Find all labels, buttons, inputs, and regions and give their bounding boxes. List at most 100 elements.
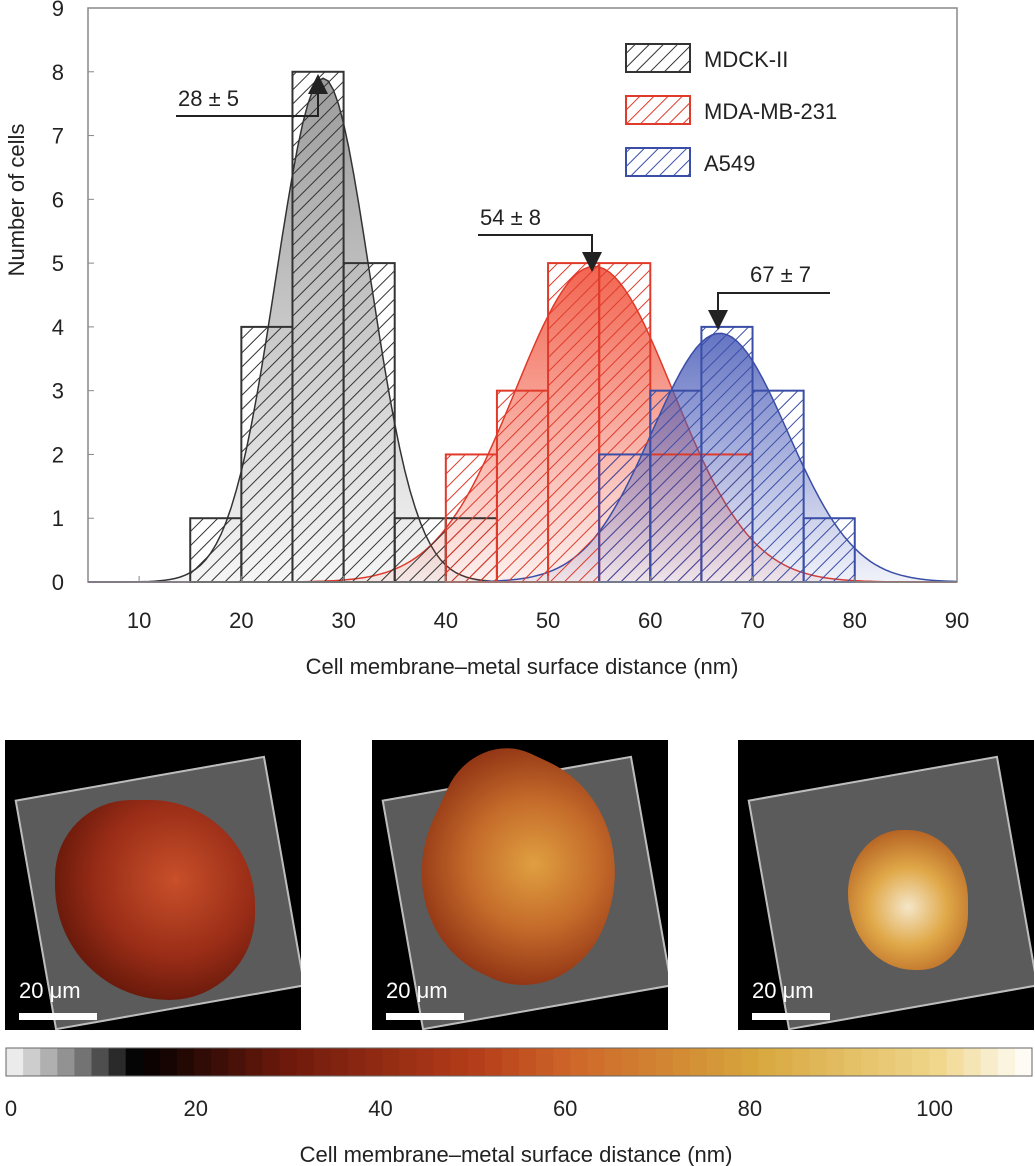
y-tick-label-5: 5 xyxy=(52,251,64,276)
colorbar-segment xyxy=(878,1048,896,1076)
colorbar-segment xyxy=(450,1048,469,1076)
colorbar-segment xyxy=(672,1048,691,1076)
colorbar-segment xyxy=(159,1048,178,1076)
scale-label-2: 20 μm xyxy=(386,978,448,1003)
bar-0-0 xyxy=(189,517,243,584)
bar-2-4 xyxy=(802,517,856,584)
colorbar-segment xyxy=(997,1048,1016,1076)
legend-label-mdck: MDCK-II xyxy=(704,47,788,72)
colorbar-segment xyxy=(553,1048,571,1076)
y-tick-label-1: 1 xyxy=(52,506,64,531)
colorbar-segment xyxy=(142,1048,161,1076)
colorbar-segment xyxy=(433,1048,452,1076)
histogram-chart: 10 20 30 40 50 60 70 80 90 0 1 2 3 4 5 6 7 8 9 Number of c… xyxy=(4,0,969,679)
colorbar: 0 20 40 60 80 100 Cell membrane–metal surface… xyxy=(5,1047,1033,1166)
colorbar-segment xyxy=(519,1048,537,1076)
colorbar-segment xyxy=(861,1048,879,1076)
annotation-mdck-label: 28 ± 5 xyxy=(178,86,239,111)
colorbar-tick-label-60: 60 xyxy=(553,1096,577,1121)
cell-surface-mdck xyxy=(55,800,255,1000)
scale-bar-1 xyxy=(19,1013,97,1020)
colorbar-segment xyxy=(587,1048,605,1076)
colorbar-segment xyxy=(690,1048,708,1076)
legend-label-mda: MDA-MB-231 xyxy=(704,99,837,124)
colorbar-segment xyxy=(399,1048,417,1076)
colorbar-segment xyxy=(809,1048,828,1076)
colorbar-segment xyxy=(6,1048,24,1076)
colorbar-segment xyxy=(296,1048,315,1076)
bar-1-2 xyxy=(547,262,601,583)
colorbar-segment xyxy=(279,1048,298,1076)
colorbar-segment xyxy=(228,1048,246,1076)
colorbar-segment xyxy=(348,1048,366,1076)
colorbar-segment xyxy=(91,1048,110,1076)
colorbar-tick-label-80: 80 xyxy=(738,1096,762,1121)
bar-0-3 xyxy=(342,262,396,583)
x-tick-label-20: 20 xyxy=(229,608,253,633)
colorbar-segment xyxy=(655,1048,674,1076)
colorbar-segment xyxy=(638,1048,657,1076)
colorbar-segment xyxy=(108,1048,127,1076)
colorbar-segment xyxy=(707,1048,725,1076)
x-tick-label-60: 60 xyxy=(638,608,662,633)
x-tick-label-90: 90 xyxy=(945,608,969,633)
colorbar-segment xyxy=(980,1048,999,1076)
legend: MDCK-II MDA-MB-231 A549 xyxy=(625,43,837,177)
x-tick-label-10: 10 xyxy=(127,608,151,633)
legend-swatch-a549 xyxy=(625,147,691,177)
y-tick-label-3: 3 xyxy=(52,379,64,404)
colorbar-tick-label-20: 20 xyxy=(183,1096,207,1121)
bar-2-1 xyxy=(649,389,703,583)
colorbar-segment xyxy=(382,1048,400,1076)
y-tick-label-0: 0 xyxy=(52,570,64,595)
colorbar-tick-label-0: 0 xyxy=(5,1096,17,1121)
scale-bar-2 xyxy=(386,1013,464,1020)
scale-bar-3 xyxy=(752,1013,830,1020)
colorbar-segment xyxy=(40,1048,58,1076)
colorbar-segment xyxy=(177,1048,195,1076)
bar-1-0 xyxy=(444,453,498,584)
colorbar-segment xyxy=(741,1048,759,1076)
x-tick-label-40: 40 xyxy=(434,608,458,633)
colorbar-segment xyxy=(484,1048,503,1076)
bar-0-4 xyxy=(393,517,447,584)
annotation-a549: 67 ± 7 xyxy=(708,262,830,330)
colorbar-segment xyxy=(501,1048,520,1076)
colorbar-segment xyxy=(1014,1048,1033,1076)
y-tick-label-9: 9 xyxy=(52,0,64,21)
bar-2-0 xyxy=(598,453,652,584)
colorbar-tick-label-100: 100 xyxy=(916,1096,953,1121)
legend-swatch-mda xyxy=(625,95,691,125)
colorbar-segment xyxy=(536,1048,554,1076)
bar-2-2 xyxy=(700,325,754,583)
annotation-mda-label: 54 ± 8 xyxy=(480,205,541,230)
colorbar-segment xyxy=(125,1048,144,1076)
colorbar-segment xyxy=(416,1048,434,1076)
scale-label-3: 20 μm xyxy=(752,978,814,1003)
x-tick-label-80: 80 xyxy=(843,608,867,633)
colorbar-segment xyxy=(570,1048,588,1076)
legend-label-a549: A549 xyxy=(704,151,755,176)
y-tick-label-2: 2 xyxy=(52,442,64,467)
colorbar-segment xyxy=(758,1048,776,1076)
y-tick-label-8: 8 xyxy=(52,60,64,85)
x-tick-label-30: 30 xyxy=(331,608,355,633)
cell-image-mdck: 20 μm xyxy=(5,740,301,1030)
colorbar-segment xyxy=(330,1048,349,1076)
scale-label-1: 20 μm xyxy=(19,978,81,1003)
colorbar-segment xyxy=(792,1048,811,1076)
annotation-a549-label: 67 ± 7 xyxy=(750,262,811,287)
colorbar-tick-label-40: 40 xyxy=(368,1096,392,1121)
y-axis-label: Number of cells xyxy=(4,124,29,277)
colorbar-segment xyxy=(946,1048,965,1076)
bar-0-2 xyxy=(291,70,345,584)
colorbar-segment xyxy=(211,1048,229,1076)
y-tick-label-7: 7 xyxy=(52,124,64,149)
colorbar-label: Cell membrane–metal surface distance (nm… xyxy=(300,1142,733,1166)
cell-image-a549: 20 μm xyxy=(738,740,1034,1030)
colorbar-segment xyxy=(929,1048,947,1076)
colorbar-segment xyxy=(843,1048,862,1076)
colorbar-segment xyxy=(262,1048,281,1076)
colorbar-segment xyxy=(775,1048,794,1076)
colorbar-segment xyxy=(365,1048,383,1076)
